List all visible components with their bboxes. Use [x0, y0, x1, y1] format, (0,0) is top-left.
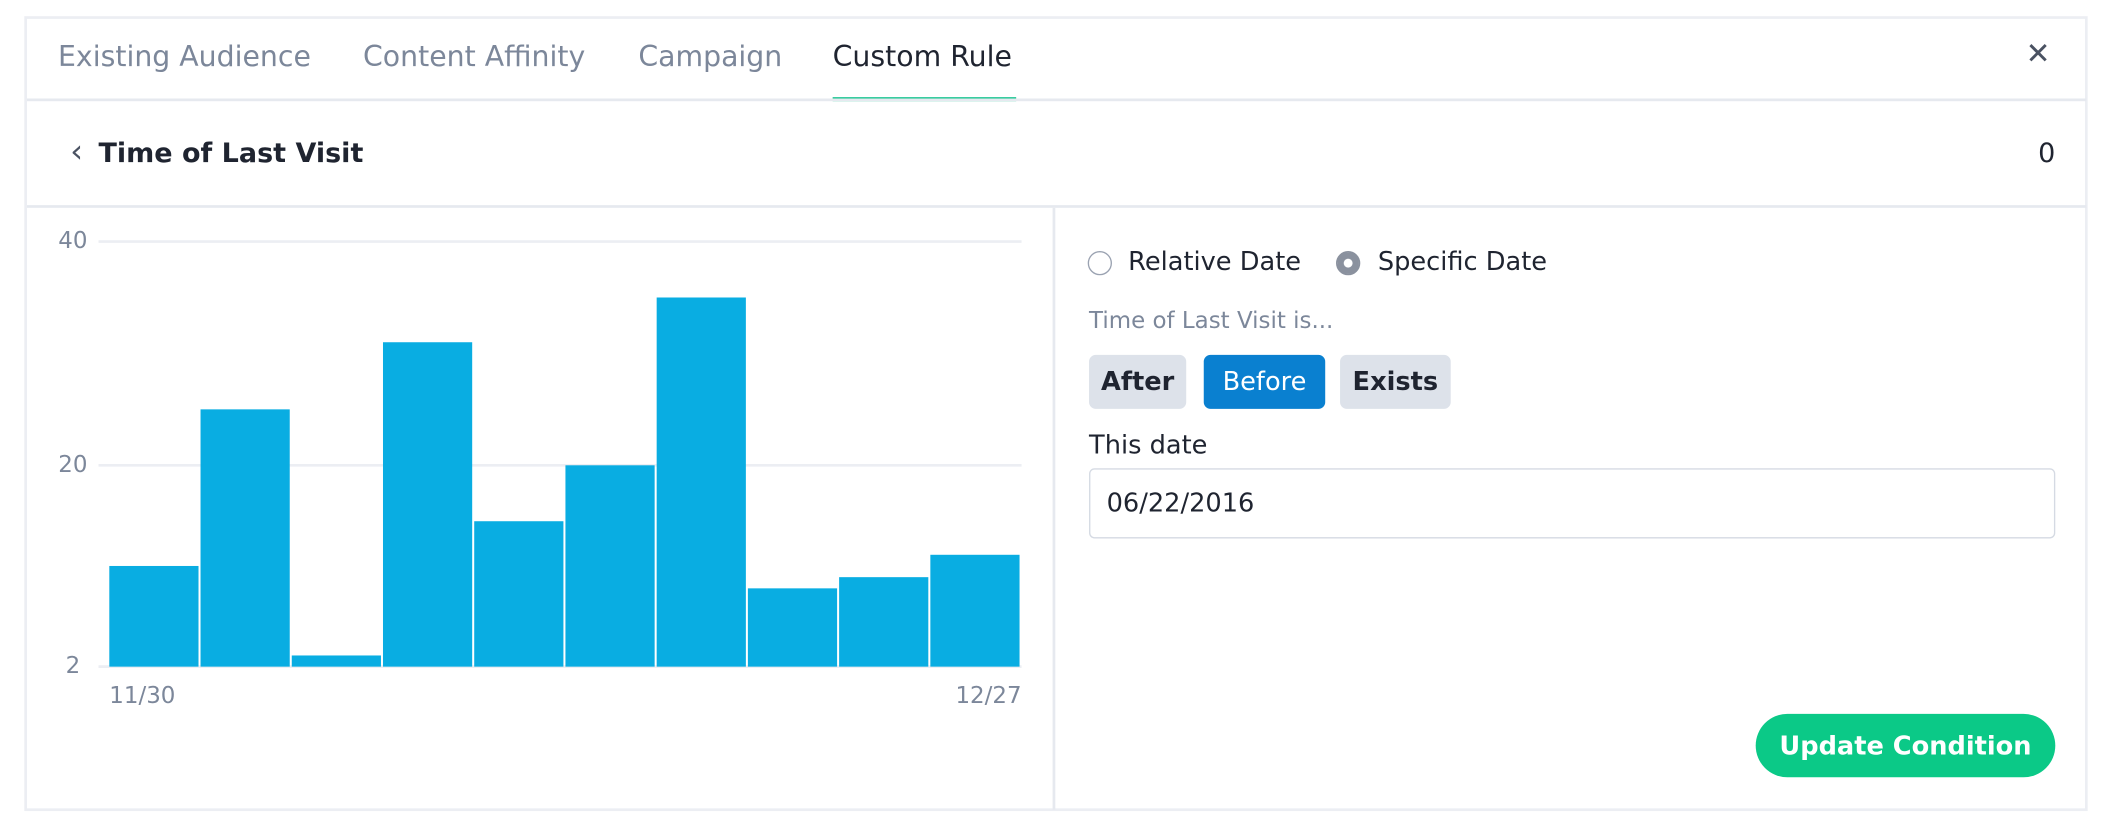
radio[interactable] — [1087, 251, 1112, 276]
operator-button[interactable]: Before — [1203, 354, 1326, 409]
field-label: This date — [1089, 430, 1208, 461]
bar — [291, 655, 381, 667]
bar — [839, 577, 929, 667]
bar — [382, 342, 473, 667]
radio-label[interactable]: Relative Date — [1128, 246, 1302, 277]
x-tick-label: 12/27 — [955, 683, 1021, 709]
section-title: Time of Last Visit — [98, 136, 364, 169]
frame — [24, 16, 2088, 812]
divider — [1052, 207, 1056, 810]
x-tick-label: 11/30 — [109, 683, 175, 709]
close-button[interactable]: ✕ — [2025, 37, 2051, 72]
operator-button[interactable]: Exists — [1340, 354, 1451, 409]
y-tick-label: 40 — [58, 228, 87, 254]
bar — [656, 297, 746, 667]
radio[interactable] — [1336, 251, 1361, 276]
operator-button[interactable]: After — [1089, 354, 1187, 409]
date-input[interactable] — [1089, 468, 2056, 539]
y-tick-label: 2 — [66, 653, 81, 679]
tab[interactable]: Existing Audience — [58, 40, 311, 73]
date-value: 06/22/2016 — [1106, 488, 1255, 519]
tab-active[interactable]: Custom Rule — [832, 40, 1012, 73]
divider — [26, 205, 2087, 208]
radio-label[interactable]: Specific Date — [1377, 246, 1548, 277]
bar — [747, 588, 838, 667]
bar — [200, 409, 290, 667]
divider — [26, 98, 2087, 102]
back-button[interactable]: ‹ — [70, 132, 84, 171]
tab[interactable]: Content Affinity — [363, 40, 586, 73]
field-label: Time of Last Visit is... — [1089, 307, 1334, 335]
tab[interactable]: Campaign — [638, 40, 783, 73]
chart: 2 20 40 11/30 12/27 — [58, 228, 1022, 709]
submit-button[interactable]: Update Condition — [1755, 713, 2056, 778]
y-tick-label: 20 — [58, 452, 87, 478]
bar — [109, 565, 199, 667]
bar — [930, 554, 1020, 667]
count: 0 — [2038, 136, 2056, 169]
bar — [565, 465, 655, 667]
bar — [474, 521, 564, 667]
